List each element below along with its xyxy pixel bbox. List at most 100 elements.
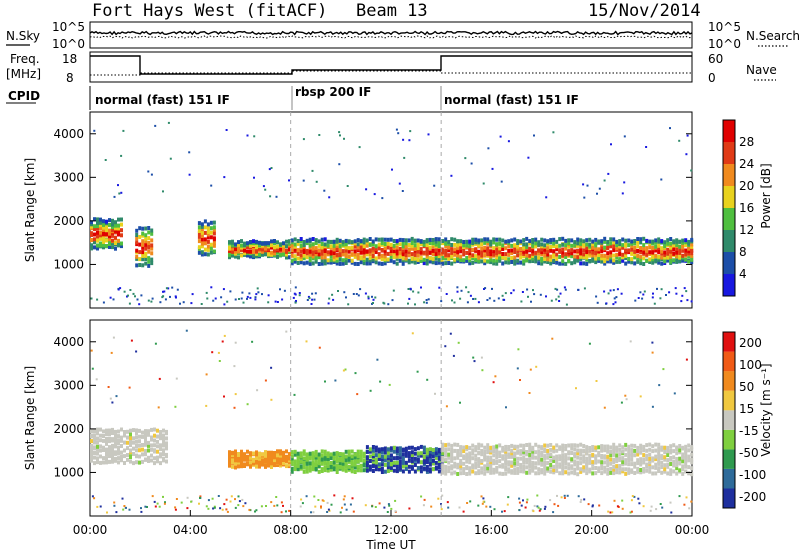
- data-cell: [594, 460, 598, 465]
- data-cell: [141, 233, 145, 238]
- data-cell: [371, 452, 375, 456]
- data-cell: [474, 453, 478, 458]
- data-cell: [365, 455, 369, 460]
- data-cell: [362, 261, 366, 266]
- data-cell: [197, 225, 201, 230]
- data-cell: [567, 443, 571, 448]
- velocity-x-ticks: 00:00 04:00 08:00 12:00 16:00 20:00 00:00: [73, 510, 709, 537]
- data-cell: [96, 230, 99, 235]
- noise-cell: [556, 288, 559, 291]
- noise-cell: [633, 495, 636, 498]
- noise-cell: [151, 297, 154, 300]
- data-cell: [480, 452, 484, 457]
- data-cell: [582, 255, 586, 259]
- data-cell: [495, 455, 499, 460]
- data-cell: [552, 455, 556, 460]
- data-cell: [447, 253, 451, 258]
- data-cell: [150, 261, 154, 266]
- data-cell: [311, 237, 315, 241]
- data-cell: [588, 253, 592, 258]
- data-cell: [144, 457, 147, 462]
- noise-cell: [492, 381, 495, 384]
- data-cell: [507, 454, 511, 459]
- data-cell: [564, 255, 568, 259]
- data-cell: [141, 430, 144, 435]
- data-cell: [374, 237, 378, 242]
- noise-cell: [422, 504, 425, 507]
- data-cell: [293, 462, 297, 467]
- data-cell: [332, 254, 336, 259]
- data-cell: [212, 220, 216, 225]
- data-cell: [428, 241, 432, 245]
- data-cell: [561, 253, 565, 258]
- data-cell: [483, 237, 487, 242]
- data-cell: [159, 430, 162, 434]
- data-cell: [582, 454, 586, 459]
- data-cell: [606, 457, 610, 462]
- data-cell: [561, 247, 565, 252]
- data-cell: [422, 239, 426, 244]
- data-cell: [462, 243, 466, 248]
- data-cell: [453, 448, 457, 453]
- data-cell: [486, 443, 490, 448]
- date-label: 15/Nov/2014: [588, 1, 701, 21]
- data-cell: [498, 471, 502, 476]
- data-cell: [534, 465, 538, 470]
- data-cell: [389, 251, 393, 256]
- data-cell: [543, 259, 547, 264]
- data-cell: [144, 452, 147, 457]
- y-tick-label: 4000: [53, 127, 84, 141]
- data-cell: [120, 438, 123, 443]
- data-cell: [669, 259, 673, 264]
- data-cell: [212, 236, 216, 241]
- data-cell: [386, 451, 390, 456]
- data-cell: [510, 469, 514, 474]
- data-cell: [413, 456, 417, 461]
- noise-cell: [481, 369, 484, 372]
- noise-cell: [251, 340, 254, 343]
- data-cell: [570, 238, 574, 243]
- data-cell: [90, 439, 93, 444]
- noise-cell: [112, 336, 115, 339]
- data-cell: [99, 433, 102, 438]
- data-cell: [305, 452, 309, 457]
- noise-cell: [611, 511, 614, 514]
- data-cell: [326, 260, 330, 265]
- noise-cell: [583, 196, 586, 199]
- noise-cell: [294, 286, 297, 289]
- data-cell: [338, 261, 342, 266]
- data-cell: [389, 246, 393, 251]
- noise-cell: [233, 406, 236, 409]
- data-cell: [419, 453, 423, 458]
- data-cell: [513, 255, 517, 260]
- data-cell: [567, 249, 571, 254]
- noise-cell: [267, 301, 270, 304]
- data-cell: [105, 456, 108, 461]
- data-cell: [332, 239, 336, 244]
- noise-cell: [311, 292, 314, 295]
- data-cell: [639, 258, 643, 262]
- data-cell: [462, 258, 466, 263]
- data-cell: [117, 241, 120, 246]
- data-cell: [561, 453, 565, 458]
- noise-cell: [256, 389, 259, 392]
- data-cell: [543, 253, 547, 258]
- data-cell: [365, 238, 369, 243]
- data-cell: [669, 254, 673, 259]
- noise-cell: [305, 340, 308, 343]
- data-cell: [447, 442, 451, 447]
- noise-cell: [211, 497, 214, 500]
- data-cell: [534, 259, 538, 264]
- data-cell: [308, 258, 312, 263]
- data-cell: [332, 456, 336, 461]
- data-cell: [495, 465, 499, 470]
- noise-cell: [279, 288, 281, 291]
- data-cell: [326, 453, 330, 458]
- data-cell: [534, 241, 538, 246]
- data-cell: [585, 248, 589, 253]
- noise-cell: [328, 509, 331, 512]
- noise-cell: [327, 302, 330, 305]
- power-data-layer: [90, 112, 694, 308]
- data-cell: [447, 245, 451, 250]
- data-cell: [99, 232, 102, 237]
